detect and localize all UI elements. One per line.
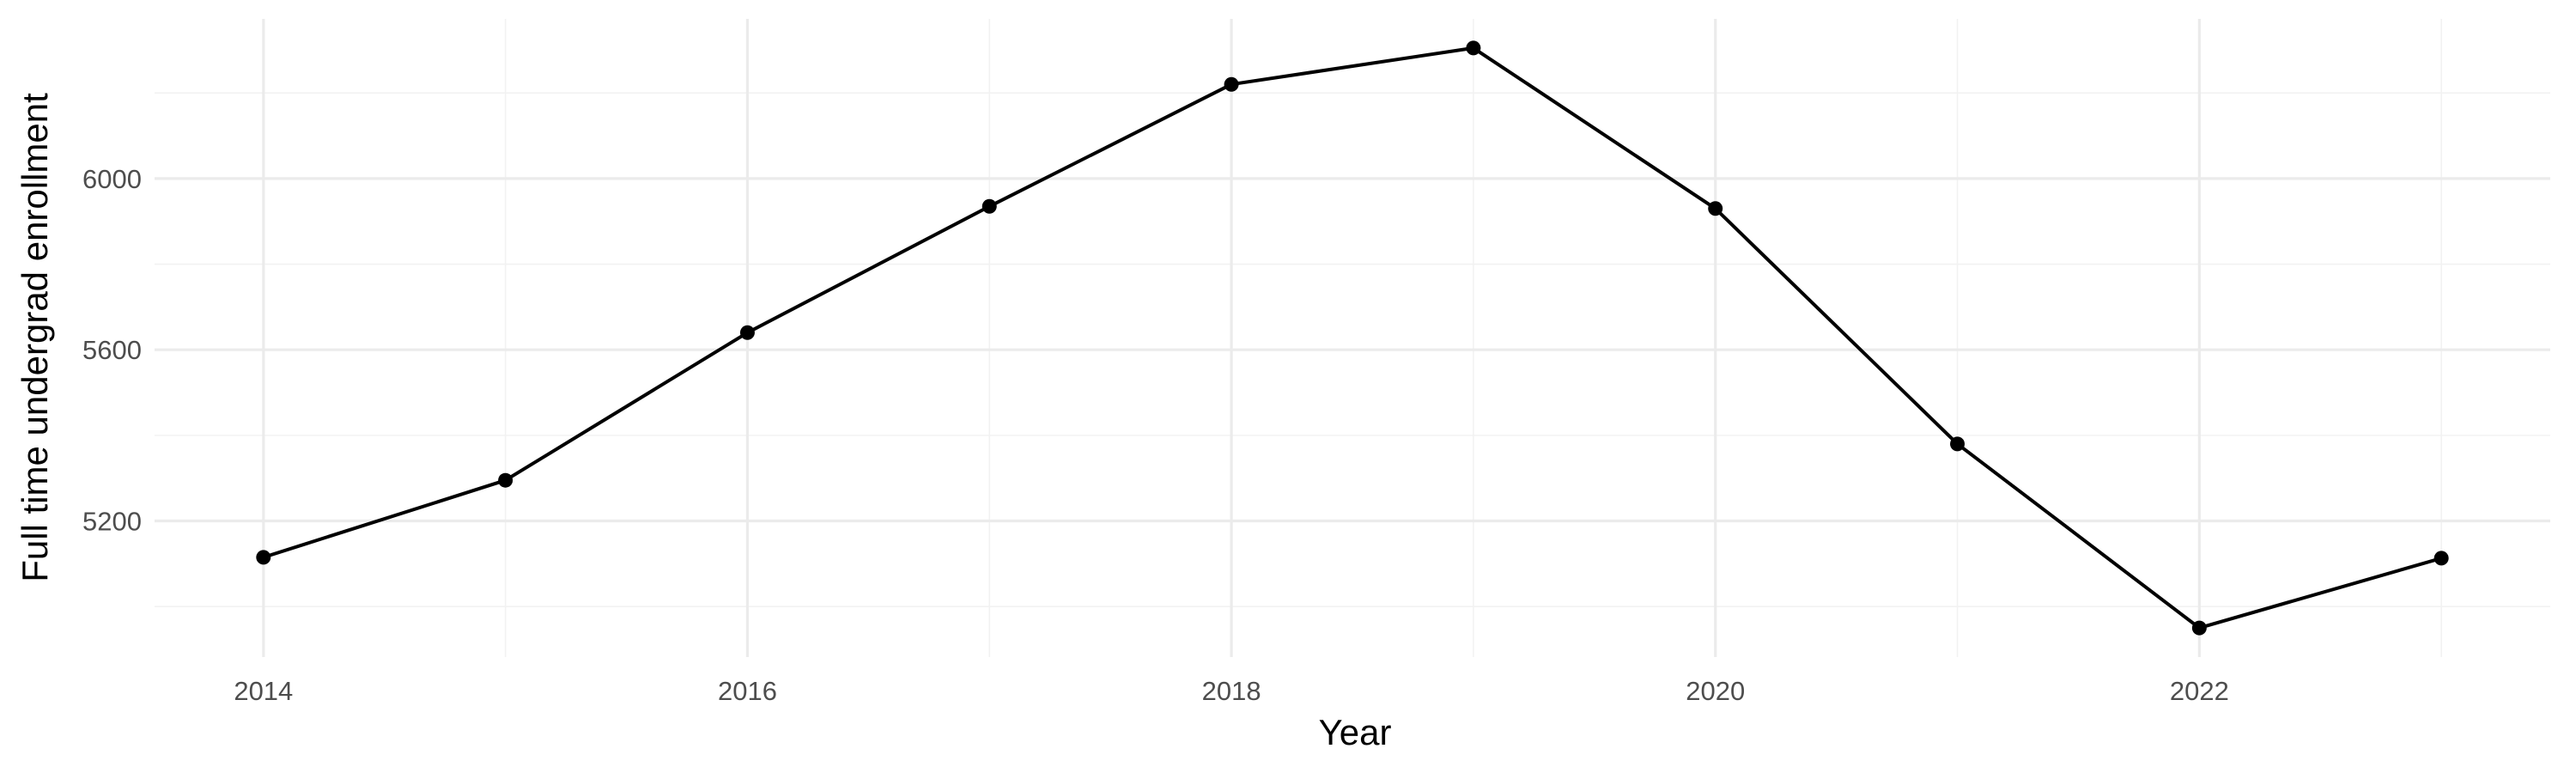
y-axis-title: Full time undergrad enrollment <box>15 93 55 582</box>
x-tick-label: 2018 <box>1202 676 1261 706</box>
data-point <box>1708 201 1723 216</box>
data-point <box>256 550 271 565</box>
data-points <box>256 40 2449 636</box>
x-tick-label: 2022 <box>2170 676 2229 706</box>
y-tick-label: 5600 <box>82 335 142 365</box>
data-point <box>498 472 513 488</box>
x-tick-label: 2020 <box>1686 676 1745 706</box>
series-line <box>263 46 2442 630</box>
x-axis-title: Year <box>1319 712 1392 752</box>
data-point <box>2191 620 2207 636</box>
x-tick-labels: 2014 2016 2018 2020 2022 <box>234 676 2229 706</box>
data-point <box>739 325 755 340</box>
data-point <box>1950 436 1965 452</box>
y-tick-label: 6000 <box>82 164 142 194</box>
data-point <box>1224 76 1239 92</box>
y-tick-label: 5200 <box>82 507 142 537</box>
data-point <box>981 198 997 214</box>
data-point <box>1466 40 1481 56</box>
x-tick-label: 2016 <box>718 676 777 706</box>
data-point <box>2433 551 2449 566</box>
y-tick-labels: 5200 5600 6000 <box>82 164 142 537</box>
x-tick-label: 2014 <box>234 676 293 706</box>
grid <box>155 19 2550 657</box>
